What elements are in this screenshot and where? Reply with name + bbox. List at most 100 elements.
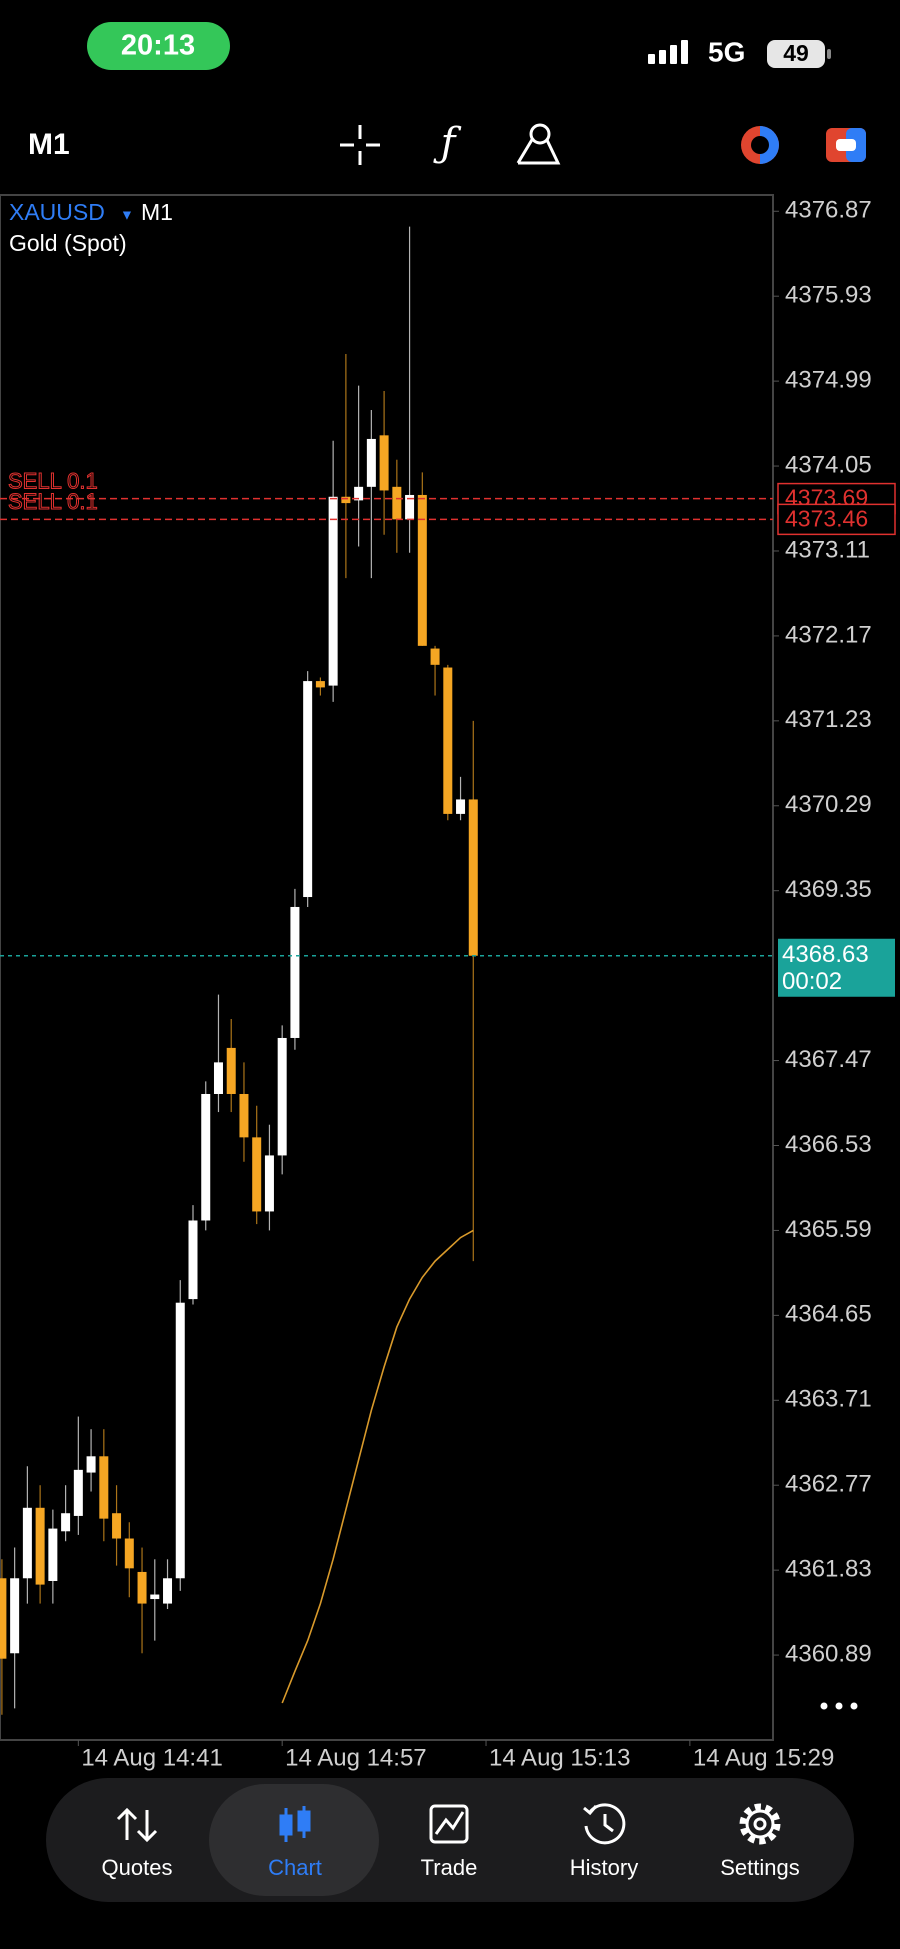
candle-body [443,667,453,814]
signal-icon [648,40,688,64]
candle-body [10,1578,20,1654]
candle-body [112,1513,122,1539]
x-tick-label: 14 Aug 14:41 [81,1744,222,1771]
status-time: 20:13 [121,30,195,62]
candle-body [328,496,338,686]
nav-active-pill [209,1784,379,1896]
candle-body [188,1220,198,1300]
chart-timeframe: M1 [141,199,173,225]
trade-mode-icon[interactable] [741,126,779,164]
chart-frame [0,194,774,1741]
candle-body [277,1037,287,1156]
candle-body [430,648,440,665]
candle-body [392,486,402,520]
order-label: SELL 0.1 [8,468,98,493]
candle-body [290,906,300,1038]
y-tick-label: 4374.99 [785,366,872,393]
y-tick-label: 4367.47 [785,1046,872,1073]
current-price-box [778,938,895,997]
candle-body [0,1578,7,1659]
candle-body [468,799,478,956]
candle-body [354,486,364,501]
candle-body [379,435,389,491]
symbol-dropdown[interactable]: ▼ [120,207,134,223]
candle-body [175,1302,185,1579]
current-price-label: 4368.63 [782,941,869,968]
y-tick-label: 4376.87 [785,197,872,224]
nav-label[interactable]: History [570,1855,638,1880]
nav-label[interactable]: Chart [268,1855,322,1880]
time-pill [87,22,230,70]
nav-label[interactable]: Quotes [102,1855,173,1880]
candle-body [417,494,427,646]
order-price-label: 4373.46 [785,505,868,531]
candle-body [405,494,415,520]
candle-body [124,1538,134,1569]
crosshair-button[interactable] [340,125,380,165]
candle-body [264,1155,274,1212]
y-tick-label: 4365.59 [785,1216,872,1243]
candle-body [213,1062,223,1094]
candle-body [48,1528,58,1581]
candle-body [315,681,325,688]
nav-bar [46,1778,854,1902]
candle-body [137,1571,147,1604]
chart-icon[interactable] [279,1806,311,1842]
candle-body [150,1594,160,1600]
history-icon[interactable] [583,1803,626,1845]
candle-body [226,1047,236,1094]
y-tick-label: 4364.65 [785,1301,872,1328]
candle-body [86,1456,96,1473]
candle-body [366,438,376,487]
x-tick-label: 14 Aug 15:13 [489,1744,630,1771]
y-tick-label: 4374.05 [785,451,872,478]
y-tick-label: 4362.77 [785,1471,872,1498]
y-tick-label: 4372.17 [785,621,872,648]
symbol-label[interactable]: XAUUSD [9,199,105,225]
y-tick-label: 4363.71 [785,1386,872,1413]
y-tick-label: 4360.89 [785,1640,872,1667]
nav-label[interactable]: Settings [720,1855,800,1880]
more-button[interactable] [820,1702,858,1710]
order-price-box [777,503,896,536]
y-tick-label: 4371.23 [785,706,872,733]
candle-body [35,1507,45,1585]
settings-icon[interactable] [739,1803,781,1845]
y-tick-label: 4361.83 [785,1555,872,1582]
quotes-icon[interactable] [116,1807,158,1843]
battery-icon [767,40,825,68]
y-tick-label: 4375.93 [785,282,872,309]
symbol-description: Gold (Spot) [9,230,127,256]
candle-timer: 00:02 [782,968,842,995]
y-tick-label: 4373.11 [785,536,870,563]
candle-body [303,681,313,898]
trade-icon[interactable] [429,1804,469,1844]
candle-body [61,1513,71,1532]
nav-label[interactable]: Trade [421,1855,478,1880]
candle-body [456,799,466,814]
candle-body [22,1507,32,1579]
account-icon[interactable] [826,128,866,162]
candle-body [341,496,351,504]
candle-body [239,1093,249,1138]
order-label: SELL 0.1 [8,489,98,514]
candle-body [252,1137,262,1212]
order-price-tag: 4373.46 [777,503,896,536]
battery-tip [827,49,831,59]
x-tick-label: 14 Aug 15:29 [693,1744,834,1771]
candle-body [73,1469,83,1516]
x-tick-label: 14 Aug 14:57 [285,1744,426,1771]
timeframe-button[interactable]: M1 [28,128,70,161]
y-tick-label: 4366.53 [785,1131,872,1158]
battery-level: 49 [783,40,809,66]
network-label: 5G [708,36,745,67]
candle-body [99,1456,109,1519]
y-tick-label: 4370.29 [785,791,872,818]
candle-body [163,1578,173,1604]
moving-average-line [281,1229,474,1704]
objects-button[interactable] [516,123,561,165]
candle-body [201,1093,211,1221]
